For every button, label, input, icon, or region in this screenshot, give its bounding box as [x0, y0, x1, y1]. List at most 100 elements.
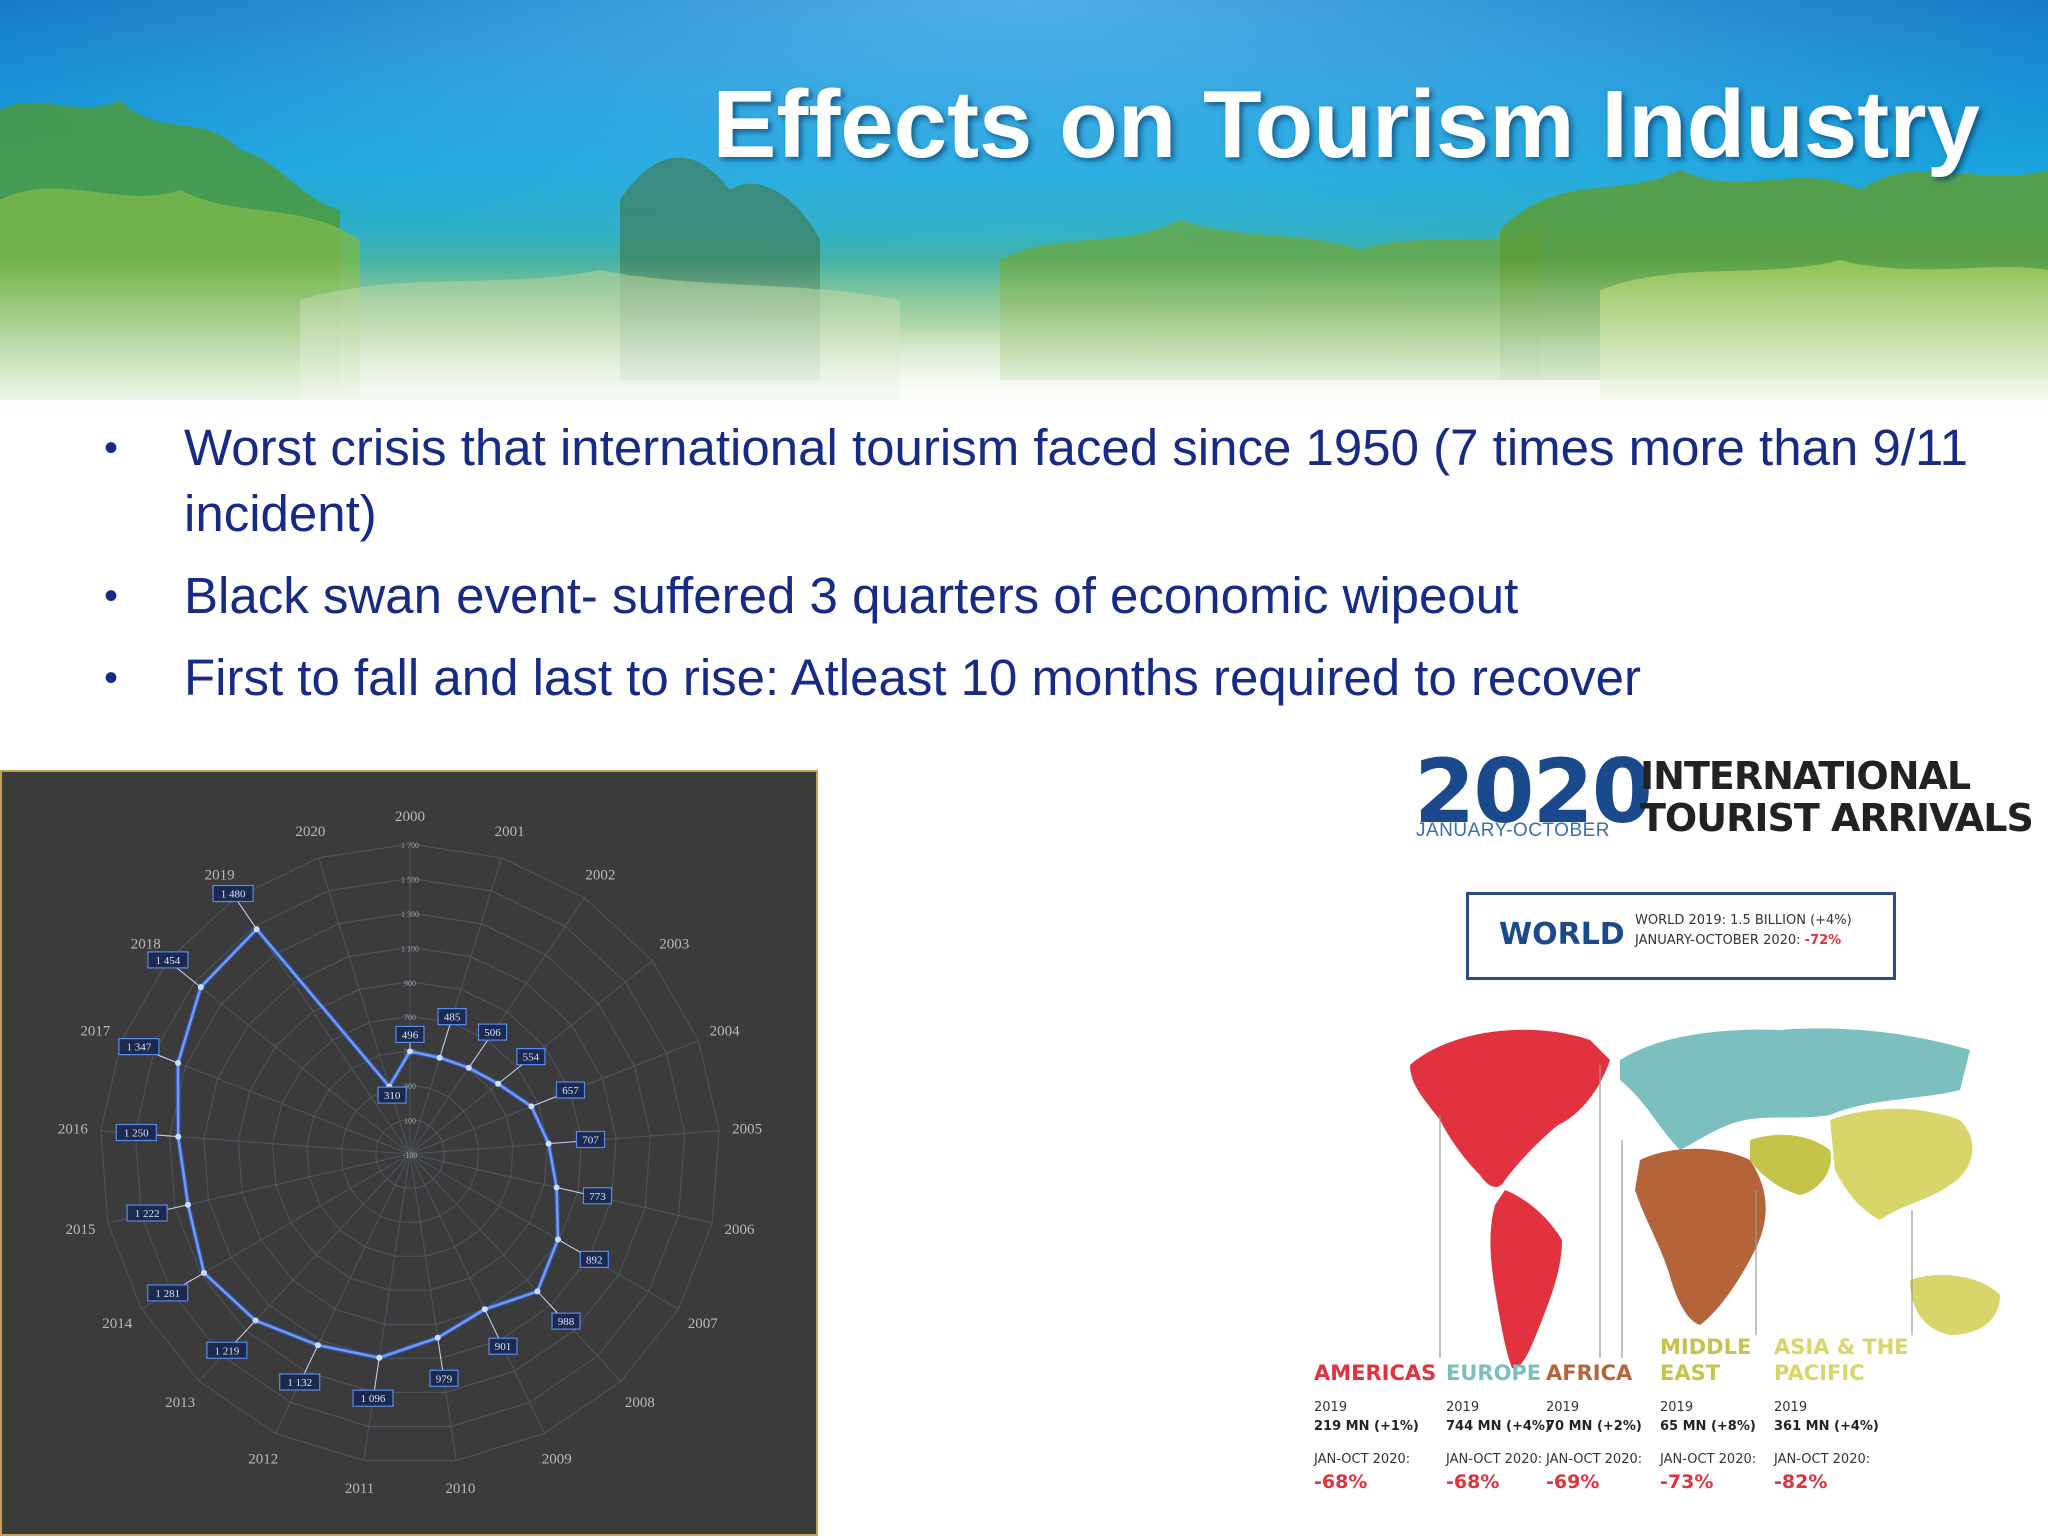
- radar-value-box: [206, 1341, 248, 1359]
- radar-ring-label: 900: [404, 979, 416, 988]
- radar-grid-ring: [272, 1015, 548, 1291]
- region-period: JAN-OCT 2020:: [1314, 1452, 1411, 1467]
- radar-year-label: 2003: [659, 936, 689, 952]
- radar-value-label: 496: [402, 1029, 419, 1041]
- bullet-marker: •: [104, 574, 119, 618]
- radar-value-box: [516, 1048, 546, 1066]
- radar-ring-label: 700: [404, 1013, 416, 1022]
- region-asia-the: ASIA & THE PACIFIC 2019 361 MN (+4%) JAN-OC…: [1774, 1334, 1909, 1493]
- radar-ring-label: 1 100: [401, 944, 419, 953]
- radar-year-label: 2002: [585, 868, 615, 884]
- map-region-europe: [1620, 1028, 1970, 1150]
- bullet-text: Black swan event- suffered 3 quarters of…: [184, 567, 1519, 624]
- radar-value-box: [582, 1187, 613, 1205]
- radar-year-label: 2017: [80, 1024, 111, 1040]
- radar-value-box: [488, 1337, 518, 1355]
- radar-spoke: [363, 1153, 411, 1461]
- radar-data-point: [376, 1354, 383, 1361]
- radar-data-point: [407, 1048, 413, 1055]
- region-2019-value: 65 MN (+8%): [1660, 1419, 1756, 1434]
- radar-value-label: 988: [558, 1316, 575, 1328]
- radar-value-box: [147, 951, 189, 969]
- radar-data-point: [253, 926, 260, 933]
- radar-ring-label: -100: [403, 1151, 418, 1160]
- map-region-asia: [1830, 1108, 1973, 1220]
- region-change: -68%: [1446, 1471, 1500, 1493]
- region-europe: EUROPE 2019 744 MN (+4%) JAN-OCT 2020: -68%: [1446, 1360, 1551, 1493]
- radar-spoke: [409, 1153, 457, 1461]
- radar-value-label: 979: [436, 1373, 453, 1385]
- infographic-heading-line1: INTERNATIONAL: [1640, 754, 1971, 798]
- bullet-list: • Worst crisis that international tourism…: [100, 415, 1980, 727]
- radar-value-box: [555, 1081, 586, 1099]
- region-change: -68%: [1314, 1471, 1368, 1493]
- radar-value-label: 1 250: [124, 1128, 149, 1140]
- region-period: JAN-OCT 2020:: [1774, 1452, 1871, 1467]
- radar-value-label: 1 219: [215, 1345, 240, 1357]
- bullet-text: First to fall and last to rise: Atleast …: [184, 649, 1642, 706]
- region-name: AMERICAS: [1314, 1361, 1437, 1385]
- radar-value-box: [575, 1130, 606, 1149]
- radar-year-label: 2019: [205, 868, 235, 884]
- radar-value-box: [115, 1123, 157, 1142]
- radar-spoke: [167, 960, 411, 1155]
- radar-year-label: 2008: [625, 1395, 655, 1411]
- map-region-americas-south: [1490, 1190, 1562, 1369]
- radar-value-box: [377, 1086, 407, 1104]
- radar-value-label: 506: [484, 1027, 501, 1039]
- radar-spoke: [409, 1153, 622, 1382]
- infographic-year: 2020: [1414, 740, 1653, 843]
- radar-year-label: 2004: [710, 1024, 741, 1040]
- radar-year-label: 2006: [725, 1222, 756, 1238]
- region-2019-value: 744 MN (+4%): [1446, 1419, 1551, 1434]
- radar-value-box: [126, 1204, 168, 1222]
- bullet-marker: •: [104, 426, 119, 470]
- radar-data-point: [465, 1064, 472, 1071]
- radar-grid-ring: [134, 877, 686, 1427]
- radar-year-label: 2018: [131, 936, 161, 952]
- radar-spoke: [409, 1153, 679, 1310]
- radar-value-label: 773: [589, 1191, 606, 1203]
- world-2020-change: -72%: [1804, 933, 1842, 948]
- region-change: -69%: [1546, 1471, 1600, 1493]
- radar-year-label: 2009: [542, 1452, 572, 1468]
- radar-value-box: [551, 1312, 581, 1330]
- world-map: [1410, 1028, 2000, 1369]
- radar-ring-label: 1 300: [401, 910, 419, 919]
- radar-value-label: 1 347: [127, 1042, 152, 1054]
- radar-value-box: [477, 1023, 508, 1041]
- radar-value-box: [395, 1025, 425, 1043]
- radar-value-label: 1 132: [287, 1377, 312, 1389]
- region-africa: AFRICA 2019 70 MN (+2%) JAN-OCT 2020: -69%: [1546, 1360, 1642, 1493]
- infographic-heading: INTERNATIONAL TOURIST ARRIVALS: [1640, 755, 2040, 839]
- map-region-middle-east: [1750, 1134, 1831, 1195]
- radar-grid-ring: [169, 912, 651, 1393]
- region-period: JAN-OCT 2020:: [1546, 1452, 1643, 1467]
- radar-spoke: [318, 857, 411, 1155]
- bullet-item: • First to fall and last to rise: Atleast…: [100, 645, 1980, 711]
- map-region-americas-north: [1410, 1029, 1610, 1187]
- region-change: -73%: [1660, 1471, 1714, 1493]
- radar-series-line: [176, 927, 560, 1359]
- radar-value-label: 892: [586, 1254, 603, 1266]
- infographic-heading-line2: TOURIST ARRIVALS: [1640, 796, 2034, 840]
- radar-value-label: 1 480: [221, 889, 246, 901]
- region-name: ASIA & THE PACIFIC: [1774, 1335, 1909, 1385]
- radar-data-point: [528, 1103, 535, 1110]
- radar-value-box: [579, 1250, 609, 1268]
- radar-value-label: 485: [444, 1012, 461, 1024]
- world-2020-stat: JANUARY-OCTOBER 2020: -72%: [1635, 931, 1852, 951]
- radar-value-box: [352, 1389, 394, 1407]
- region-year: 2019: [1314, 1400, 1348, 1415]
- region-2019-value: 361 MN (+4%): [1774, 1419, 1879, 1434]
- region-name: AFRICA: [1546, 1361, 1633, 1385]
- bullet-text: Worst crisis that international tourism …: [184, 419, 1968, 542]
- world-summary-box: WORLD WORLD 2019: 1.5 BILLION (+4%) JANU…: [1466, 892, 1896, 980]
- radar-series-glow: [175, 925, 561, 1361]
- radar-value-label: 554: [523, 1052, 540, 1064]
- radar-grid-ring: [306, 1050, 514, 1257]
- radar-value-box: [118, 1038, 160, 1056]
- tourist-arrivals-infographic: 2020 JANUARY-OCTOBER INTERNATIONAL TOURI…: [1300, 720, 2048, 1536]
- radar-spoke: [409, 1153, 545, 1434]
